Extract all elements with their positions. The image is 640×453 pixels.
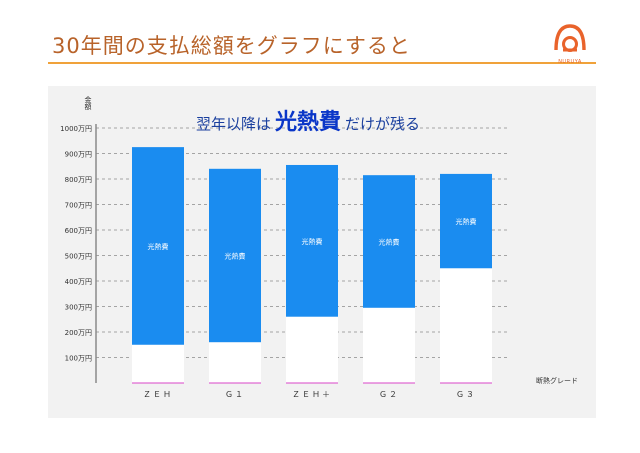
y-tick-label: 400万円 <box>65 278 92 286</box>
y-tick-label: 600万円 <box>65 227 92 235</box>
x-tick-label: Ｇ３ <box>456 390 476 399</box>
logo-mark-icon: NURUYA <box>554 24 586 65</box>
bar-utility-segment <box>363 175 415 308</box>
bar-data-label: 光熱費 <box>456 217 477 226</box>
headline-prefix: 翌年以降は <box>196 115 272 133</box>
x-tick-label: Ｇ１ <box>225 390 245 399</box>
headline-emphasis: 光熱費 <box>275 110 342 135</box>
bar-data-label: 光熱費 <box>148 242 169 251</box>
bar-data-label: 光熱費 <box>225 252 246 261</box>
x-axis-title: 断熱グレード <box>536 376 578 385</box>
bar-utility-segment <box>132 147 184 345</box>
y-tick-label: 700万円 <box>65 202 92 210</box>
bar-base-segment <box>209 342 261 383</box>
bar-utility-segment <box>440 173 492 269</box>
x-tick-label: ＺＥＨ <box>143 390 173 399</box>
bar-base-segment <box>286 316 338 383</box>
bar-utility-segment <box>286 164 338 317</box>
company-logo: NURUYA <box>552 20 588 66</box>
y-tick-label: 1000万円 <box>60 125 92 133</box>
y-tick-label: 900万円 <box>65 151 92 159</box>
bar-utility-segment <box>209 168 261 343</box>
x-tick-label: ＺＥＨ＋ <box>292 390 332 399</box>
headline-suffix: だけが残る <box>345 115 421 133</box>
y-tick-label: 800万円 <box>65 176 92 184</box>
y-tick-label: 100万円 <box>65 355 92 363</box>
y-axis-title: 金額 <box>84 95 92 111</box>
bar-data-label: 光熱費 <box>379 237 400 246</box>
bar-base-segment <box>363 307 415 383</box>
page-title: 30年間の支払総額をグラフにすると <box>52 34 411 58</box>
chart-headline: 翌年以降は 光熱費 だけが残る <box>196 104 420 136</box>
y-tick-label: 500万円 <box>65 253 92 261</box>
title-rule <box>48 62 596 64</box>
logo-wordmark: NURUYA <box>558 59 582 65</box>
y-tick-label: 200万円 <box>65 329 92 337</box>
bar-base-segment <box>132 344 184 383</box>
bar-data-label: 光熱費 <box>302 237 323 246</box>
y-tick-label: 300万円 <box>65 304 92 312</box>
bar-base-segment <box>440 268 492 383</box>
x-tick-label: Ｇ２ <box>379 390 399 399</box>
